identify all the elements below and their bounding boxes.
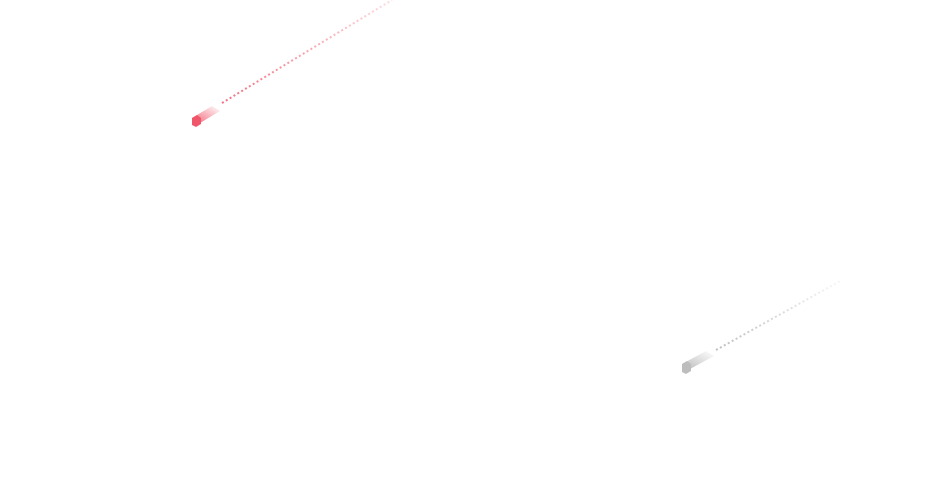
red-streak (192, 0, 393, 127)
red-streak-trail-dots (221, 0, 393, 104)
gray-streak (682, 279, 843, 374)
red-streak-head (192, 115, 201, 127)
gray-streak-trail-dots (715, 279, 843, 351)
gray-streak-head (682, 361, 691, 374)
